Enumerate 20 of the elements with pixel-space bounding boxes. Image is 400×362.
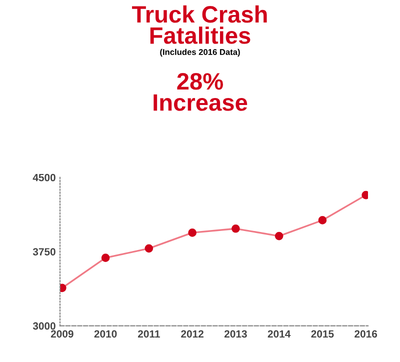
point (318, 216, 327, 224)
y-tick-label: 4500 (32, 174, 56, 182)
chart-subtitle: (Includes 2016 Data) (160, 48, 240, 57)
point (144, 244, 154, 253)
x-tick-label: 2010 (94, 330, 117, 338)
x-tick-label: 2015 (311, 330, 334, 338)
point (232, 224, 240, 233)
x-tick-label: 2012 (181, 330, 204, 338)
x-tick-label: 2016 (354, 330, 378, 338)
point (274, 232, 284, 240)
point (188, 228, 196, 237)
point (101, 254, 110, 262)
x-tick-label: 2011 (138, 330, 160, 338)
x-tick-label: 2009 (50, 330, 74, 338)
text: 28% Increase (154, 73, 248, 111)
x-tick-label: 2014 (268, 330, 291, 338)
y-tick-label: 3750 (32, 248, 56, 256)
chart-title: Truck Crash Fatalities (132, 5, 267, 44)
y-tick-label: 3000 (32, 322, 56, 330)
x-tick-label: 2013 (224, 330, 247, 338)
